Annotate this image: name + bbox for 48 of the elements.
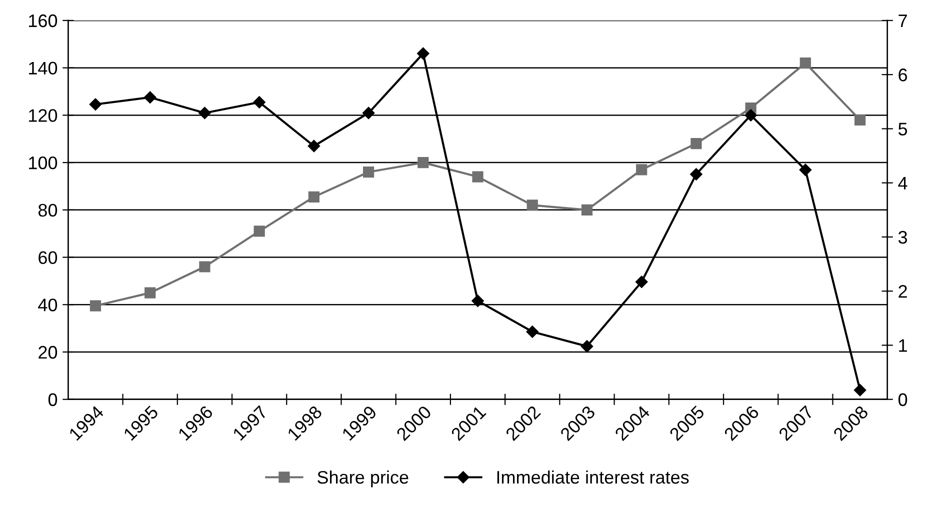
point — [800, 58, 811, 69]
point — [472, 171, 484, 182]
point — [198, 106, 211, 120]
point — [690, 138, 702, 150]
point — [580, 340, 594, 352]
legend-label: Share price — [318, 470, 408, 488]
y2-tick-label: 6 — [898, 68, 908, 82]
y2-tick-label: 4 — [898, 176, 908, 190]
point — [254, 226, 265, 237]
y-tick-label: 40 — [38, 298, 58, 312]
point — [362, 166, 374, 178]
point — [144, 287, 156, 298]
y2-tick-label: 2 — [898, 285, 907, 298]
point — [581, 204, 593, 216]
point — [417, 47, 430, 60]
point — [690, 168, 702, 180]
point — [854, 384, 866, 396]
point — [526, 200, 538, 211]
point — [418, 157, 429, 168]
y2-tick-label: 0 — [898, 393, 908, 406]
point — [362, 106, 375, 120]
legend-label: Immediate interest rates — [497, 470, 689, 484]
point — [472, 294, 484, 307]
point — [635, 276, 648, 288]
point — [636, 164, 648, 176]
point — [799, 164, 812, 176]
y2-tick-label: 7 — [898, 14, 907, 28]
y-tick-label: 0 — [48, 393, 58, 406]
point — [526, 326, 538, 338]
point — [253, 96, 266, 108]
point — [89, 98, 102, 110]
y2-tick-label: 3 — [898, 230, 908, 244]
point — [854, 114, 866, 126]
y-tick-label: 120 — [29, 109, 58, 122]
point — [308, 140, 320, 152]
y-tick-label: 140 — [29, 62, 58, 75]
y-tick-label: 60 — [38, 251, 58, 264]
point — [308, 191, 320, 202]
point — [144, 91, 156, 104]
y2-tick-label: 5 — [898, 122, 908, 136]
y-tick-label: 160 — [29, 14, 58, 28]
point — [199, 261, 210, 272]
y-tick-label: 20 — [38, 346, 58, 359]
y2-tick-label: 1 — [899, 339, 907, 352]
y-tick-label: 100 — [29, 156, 58, 170]
point — [744, 109, 757, 122]
point — [90, 300, 102, 312]
y-tick-label: 80 — [38, 204, 58, 217]
